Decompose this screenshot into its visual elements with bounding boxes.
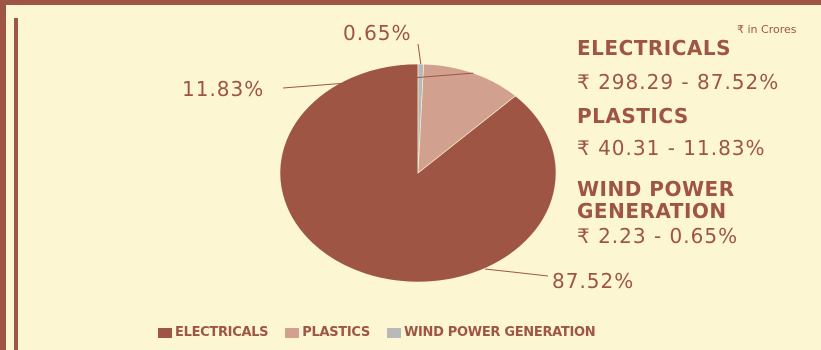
leader-line-electricals bbox=[484, 268, 549, 277]
legend-swatch-wind bbox=[386, 327, 401, 338]
leader-line-wind bbox=[417, 43, 422, 65]
legend-item-wind: WIND POWER GENERATION bbox=[386, 325, 596, 340]
info-value-plastics: ₹ 40.31 - 11.83% bbox=[577, 136, 766, 160]
info-name-wind: WIND POWER GENERATION bbox=[577, 177, 735, 223]
info-name-plastics: PLASTICS bbox=[577, 104, 689, 128]
unit-note: ₹ in Crores bbox=[737, 23, 797, 36]
info-value-wind: ₹ 2.23 - 0.65% bbox=[577, 224, 739, 248]
legend: ELECTRICALS PLASTICS WIND POWER GENERATI… bbox=[158, 325, 612, 340]
legend-swatch-plastics bbox=[285, 327, 300, 338]
info-value-electricals: ₹ 298.29 - 87.52% bbox=[577, 70, 780, 94]
pct-label-wind: 0.65% bbox=[343, 21, 412, 45]
legend-item-electricals: ELECTRICALS bbox=[158, 325, 269, 340]
legend-item-plastics: PLASTICS bbox=[285, 325, 370, 340]
legend-swatch-electricals bbox=[158, 327, 172, 338]
pct-label-plastics: 11.83% bbox=[182, 77, 264, 101]
info-name-electricals: ELECTRICALS bbox=[577, 36, 732, 60]
legend-label-wind: WIND POWER GENERATION bbox=[403, 325, 596, 340]
leader-line-plastics bbox=[282, 72, 474, 89]
legend-label-plastics: PLASTICS bbox=[302, 325, 370, 340]
legend-label-electricals: ELECTRICALS bbox=[175, 325, 269, 340]
pct-label-electricals: 87.52% bbox=[552, 269, 634, 293]
frame-inner-rule bbox=[14, 18, 18, 350]
